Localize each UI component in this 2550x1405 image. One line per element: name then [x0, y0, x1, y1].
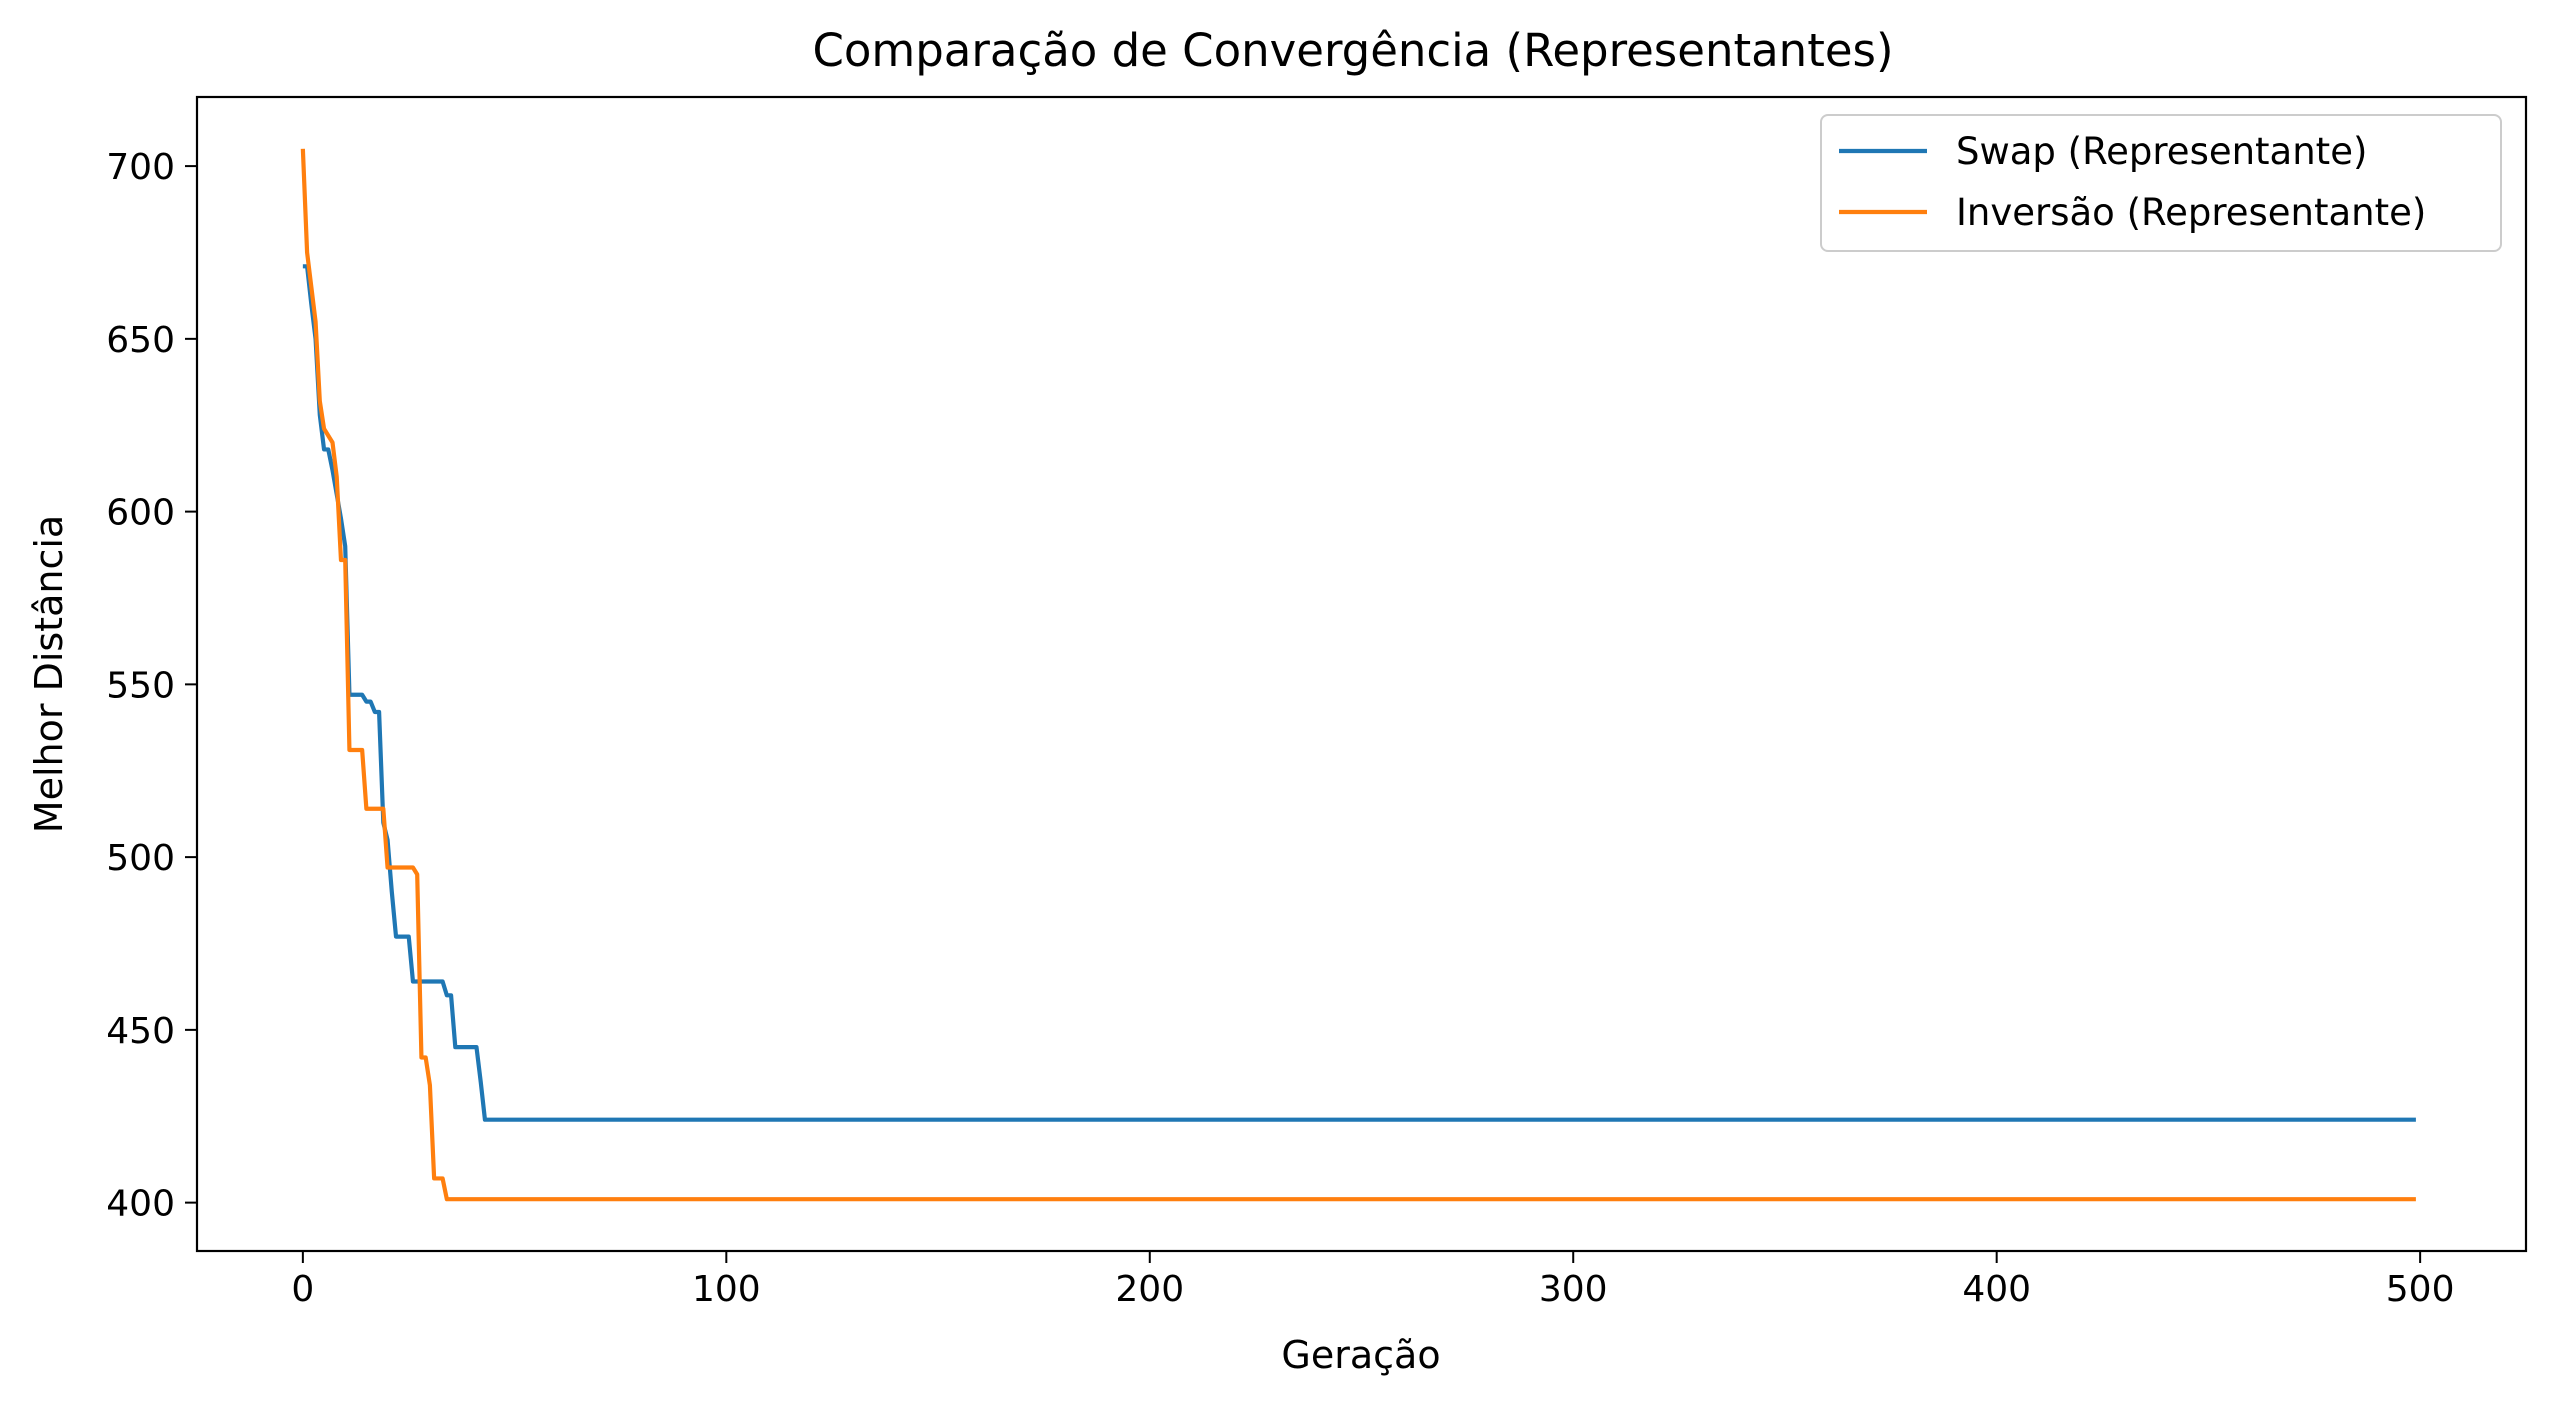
y-axis-ticks: 400 450 500 550 600 650 700: [106, 147, 197, 1225]
legend: Swap (Representante) Inversão (Representa…: [1820, 114, 2502, 252]
y-tick-label: 450: [106, 1011, 175, 1052]
x-axis-ticks: 0 100 200 300 400 500: [291, 1251, 2454, 1310]
plot-frame: [195, 95, 2528, 1253]
series-line-2: [300, 148, 2416, 1202]
y-axis-label: Melhor Distância: [27, 515, 71, 833]
x-tick-label: 100: [692, 1269, 761, 1310]
x-axis-label: Geração: [1281, 1333, 1440, 1377]
chart-title: Comparação de Convergência (Representant…: [812, 24, 1893, 77]
plot-lines: [300, 148, 2416, 1202]
y-tick-label: 550: [106, 665, 175, 706]
x-tick-label: 300: [1539, 1269, 1608, 1310]
legend-box: [1820, 114, 2502, 252]
legend-label-1: Swap (Representante): [1956, 130, 2367, 173]
x-tick-label: 400: [1962, 1269, 2031, 1310]
x-tick-label: 500: [2386, 1269, 2455, 1310]
y-tick-label: 700: [106, 147, 175, 188]
y-tick-label: 400: [106, 1184, 175, 1225]
x-tick-label: 200: [1115, 1269, 1184, 1310]
series-line-1: [302, 264, 2416, 1122]
x-tick-label: 0: [291, 1269, 314, 1310]
y-tick-label: 600: [106, 493, 175, 534]
y-tick-label: 500: [106, 838, 175, 879]
legend-label-2: Inversão (Representante): [1956, 191, 2426, 234]
y-tick-label: 650: [106, 320, 175, 361]
